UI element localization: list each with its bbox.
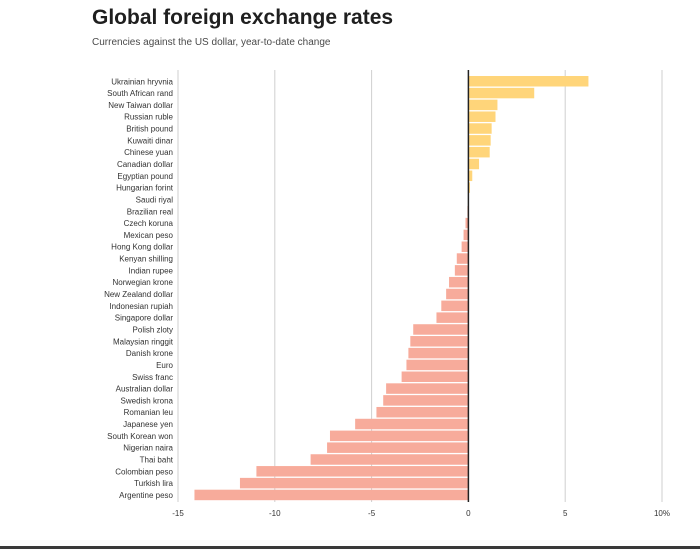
bar (446, 288, 469, 300)
category-label: Czech koruna (124, 219, 174, 228)
category-label: Euro (156, 361, 173, 370)
chart-title: Global foreign exchange rates (92, 6, 394, 29)
x-tick-label: -10 (269, 509, 281, 518)
category-label: South Korean won (107, 432, 173, 441)
category-label: Norwegian krone (113, 278, 174, 287)
bar (468, 135, 491, 146)
bar (383, 395, 469, 406)
category-label: Mexican peso (124, 231, 174, 240)
x-tick-label: 5 (563, 509, 568, 518)
category-label: Argentine peso (119, 491, 173, 500)
bar (456, 253, 469, 264)
bar (355, 418, 469, 430)
bar (454, 265, 469, 276)
bar (410, 336, 469, 347)
x-tick-label: 10% (654, 509, 670, 518)
category-label: Swiss franc (132, 373, 173, 382)
bar (406, 359, 469, 371)
category-label: Hong Kong dollar (111, 243, 173, 252)
bar (468, 76, 589, 87)
category-label: Indian rupee (129, 266, 174, 275)
category-label: Brazilian real (127, 207, 173, 216)
bar (468, 170, 473, 182)
bars (194, 76, 589, 501)
bar (401, 371, 469, 382)
category-label: Saudi riyal (136, 195, 174, 204)
category-label: Polish zloty (133, 325, 173, 334)
category-label: Australian dollar (116, 385, 174, 394)
category-label: New Taiwan dollar (108, 101, 173, 110)
bar (239, 477, 469, 489)
category-label: Singapore dollar (115, 314, 174, 323)
category-label: British pound (126, 125, 173, 134)
bar (465, 217, 469, 229)
bar (310, 454, 469, 465)
category-label: South African rand (107, 89, 173, 98)
category-label: Thai baht (140, 455, 174, 464)
bar (468, 158, 480, 170)
bottom-rule (0, 546, 700, 549)
category-label: Ukrainian hryvnia (111, 77, 173, 86)
category-label: Danish krone (126, 349, 174, 358)
category-label: Chinese yuan (124, 148, 173, 157)
chart-subtitle: Currencies against the US dollar, year-t… (92, 37, 331, 48)
category-label: Japanese yen (123, 420, 173, 429)
bar (468, 111, 496, 122)
bar (468, 182, 470, 193)
x-tick-label: -5 (368, 509, 376, 518)
bar (386, 383, 469, 394)
category-labels: Ukrainian hryvnia South African rand New T… (104, 77, 174, 500)
bar (408, 347, 469, 359)
category-label: Kenyan shilling (119, 255, 173, 264)
bar (376, 406, 469, 418)
bar (468, 146, 490, 158)
category-label: Nigerian naira (123, 444, 173, 453)
category-label: Romanian leu (124, 408, 173, 417)
category-label: Canadian dollar (117, 160, 173, 169)
category-label: Turkish lira (134, 479, 173, 488)
category-label: Colombian peso (115, 467, 173, 476)
bar (329, 430, 469, 442)
category-label: Russian ruble (124, 113, 173, 122)
bar (468, 123, 492, 134)
bar (449, 276, 469, 288)
x-axis-ticks: -15 -10 -5 0 5 10% (172, 509, 670, 518)
bar (463, 229, 469, 241)
bar (194, 489, 469, 501)
x-tick-label: 0 (466, 509, 471, 518)
bar (413, 324, 469, 335)
category-label: Indonesian rupiah (109, 302, 173, 311)
category-label: Hungarian forint (116, 184, 174, 193)
gridlines (177, 70, 663, 502)
category-label: Kuwaiti dinar (127, 136, 173, 145)
bar (441, 300, 469, 312)
category-label: Swedish krona (121, 396, 174, 405)
bar (327, 442, 469, 453)
category-label: Malaysian ringgit (113, 337, 174, 346)
bar (468, 99, 498, 111)
x-tick-label: -15 (172, 509, 184, 518)
bar (256, 466, 469, 477)
bar (468, 87, 535, 99)
bar (436, 312, 469, 323)
bar (461, 241, 469, 252)
category-label: Egyptian pound (117, 172, 173, 181)
category-label: New Zealand dollar (104, 290, 173, 299)
